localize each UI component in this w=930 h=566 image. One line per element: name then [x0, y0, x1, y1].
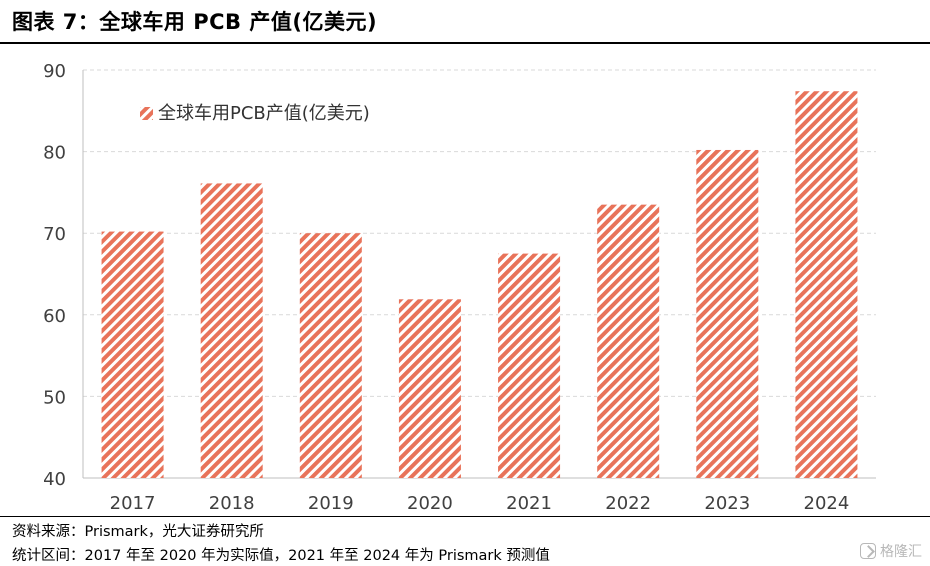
bar-2018 — [200, 183, 263, 478]
tick-labels: 40 50 60 70 80 90 2017 2018 2019 2020 2021 2022 2023… — [43, 61, 849, 514]
bar-2017 — [101, 231, 164, 478]
x-tick-label: 2019 — [308, 493, 354, 514]
y-tick-label: 90 — [43, 61, 66, 82]
notes-rule — [0, 516, 930, 517]
bar-2024 — [795, 91, 858, 478]
y-tick-label: 70 — [43, 224, 66, 245]
x-tick-label: 2018 — [209, 493, 255, 514]
title-rule — [0, 42, 930, 44]
bar-2019 — [299, 233, 362, 478]
bar-2022 — [597, 204, 660, 478]
watermark-logo-icon — [860, 543, 876, 559]
y-tick-label: 50 — [43, 387, 66, 408]
x-tick-label: 2017 — [110, 493, 156, 514]
y-tick-label: 60 — [43, 306, 66, 327]
legend-label: 全球车用PCB产值(亿美元) — [158, 103, 370, 124]
bar-chart: 40 50 60 70 80 90 2017 2018 2019 2020 2021 2022 2023… — [43, 61, 876, 514]
x-tick-label: 2023 — [704, 493, 750, 514]
x-tick-label: 2024 — [804, 493, 850, 514]
bars — [101, 91, 858, 478]
y-tick-label: 80 — [43, 143, 66, 164]
x-tick-label: 2021 — [506, 493, 552, 514]
period-note: 统计区间：2017 年至 2020 年为实际值，2021 年至 2024 年为 … — [12, 548, 550, 564]
bar-2020 — [398, 299, 461, 478]
bar-2023 — [696, 149, 759, 478]
y-tick-label: 40 — [43, 469, 66, 490]
legend-swatch — [140, 107, 153, 120]
source-note: 资料来源：Prismark，光大证券研究所 — [12, 524, 264, 540]
x-tick-label: 2020 — [407, 493, 453, 514]
bar-2021 — [498, 253, 561, 478]
watermark: 格隆汇 — [860, 541, 922, 561]
x-tick-label: 2022 — [605, 493, 651, 514]
watermark-text: 格隆汇 — [880, 544, 922, 560]
figure-title: 图表 7：全球车用 PCB 产值(亿美元) — [12, 10, 378, 34]
legend: 全球车用PCB产值(亿美元) — [140, 103, 370, 124]
